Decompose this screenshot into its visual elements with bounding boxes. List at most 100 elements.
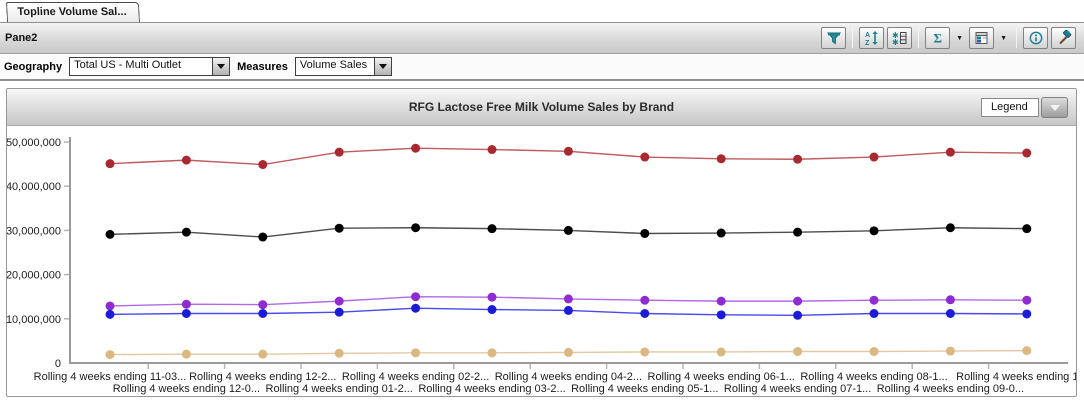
sort-button[interactable]: A Z <box>859 27 885 49</box>
x-axis-label: Rolling 4 weeks ending 01-2... <box>266 383 413 395</box>
filter-button[interactable] <box>821 27 847 49</box>
data-point-brand-tan[interactable] <box>411 348 421 358</box>
legend-selector[interactable]: Legend <box>981 98 1039 117</box>
svg-text:Z: Z <box>865 40 870 46</box>
data-point-brand-purple[interactable] <box>105 301 115 311</box>
geography-dropdown-button[interactable] <box>212 58 230 75</box>
x-axis-label: Rolling 4 weeks ending 09-0... <box>877 383 1024 395</box>
data-point-brand-purple[interactable] <box>563 294 573 304</box>
data-point-brand-purple[interactable] <box>945 295 955 305</box>
data-point-brand-dark-red[interactable] <box>334 147 344 157</box>
data-point-brand-black[interactable] <box>640 228 650 238</box>
data-point-brand-purple[interactable] <box>258 300 268 310</box>
chart-panel-header: RFG Lactose Free Milk Volume Sales by Br… <box>7 89 1076 126</box>
data-point-brand-tan[interactable] <box>563 347 573 357</box>
data-point-brand-tan[interactable] <box>258 349 268 359</box>
data-point-brand-purple[interactable] <box>411 292 421 302</box>
data-point-brand-blue[interactable] <box>716 310 726 320</box>
data-point-brand-black[interactable] <box>334 223 344 233</box>
data-point-brand-black[interactable] <box>945 223 955 233</box>
data-point-brand-dark-red[interactable] <box>1022 148 1032 158</box>
geography-dropdown[interactable]: Total US - Multi Outlet <box>69 57 231 76</box>
info-button[interactable] <box>1023 27 1048 49</box>
grid-dropdown-caret[interactable]: ▼ <box>1000 34 1007 42</box>
data-point-brand-dark-red[interactable] <box>181 155 191 165</box>
x-axis-label: Rolling 4 weeks ending 10-... <box>956 371 1076 383</box>
data-point-brand-dark-red[interactable] <box>258 160 268 170</box>
data-point-brand-blue[interactable] <box>563 305 573 315</box>
data-point-brand-purple[interactable] <box>181 299 191 309</box>
measures-dropdown-button[interactable] <box>373 58 391 75</box>
data-point-brand-tan[interactable] <box>716 347 726 357</box>
data-point-brand-black[interactable] <box>411 223 421 233</box>
data-point-brand-purple[interactable] <box>640 295 650 305</box>
legend-dropdown-button[interactable] <box>1041 97 1068 118</box>
design-tools-icon <box>1056 30 1072 46</box>
data-point-brand-tan[interactable] <box>869 347 879 357</box>
data-point-brand-black[interactable] <box>716 228 726 238</box>
data-point-brand-dark-red[interactable] <box>105 159 115 169</box>
data-point-brand-tan[interactable] <box>334 348 344 358</box>
data-point-brand-tan[interactable] <box>793 347 803 357</box>
data-point-brand-dark-red[interactable] <box>411 143 421 153</box>
data-point-brand-blue[interactable] <box>1022 309 1032 319</box>
data-point-brand-purple[interactable] <box>716 296 726 306</box>
sigma-dropdown-caret[interactable]: ▼ <box>956 34 964 42</box>
data-point-brand-dark-red[interactable] <box>487 145 497 155</box>
data-point-brand-dark-red[interactable] <box>640 152 650 162</box>
data-point-brand-tan[interactable] <box>945 346 955 356</box>
data-point-brand-dark-red[interactable] <box>563 146 573 156</box>
data-point-brand-black[interactable] <box>869 226 879 236</box>
measures-dropdown[interactable]: Volume Sales <box>294 57 392 76</box>
pane-toolbar: A Z ✱ ✱ <box>821 27 1084 49</box>
data-point-brand-dark-red[interactable] <box>869 152 879 162</box>
data-point-brand-blue[interactable] <box>640 308 650 318</box>
data-point-brand-tan[interactable] <box>640 347 650 357</box>
measures-value: Volume Sales <box>299 59 368 71</box>
legend-control: Legend <box>981 97 1068 118</box>
data-point-brand-purple[interactable] <box>334 296 344 306</box>
data-point-brand-blue[interactable] <box>258 308 268 318</box>
data-point-brand-blue[interactable] <box>105 309 115 319</box>
data-point-brand-purple[interactable] <box>869 295 879 305</box>
layout-grid-button[interactable] <box>969 27 995 49</box>
data-point-brand-tan[interactable] <box>105 350 115 360</box>
data-point-brand-black[interactable] <box>1022 224 1032 234</box>
data-point-brand-blue[interactable] <box>945 308 955 318</box>
data-point-brand-tan[interactable] <box>487 348 497 358</box>
data-point-brand-blue[interactable] <box>181 308 191 318</box>
y-axis-label: 50,000,000 <box>7 137 61 149</box>
data-point-brand-blue[interactable] <box>411 303 421 313</box>
y-axis-label: 30,000,000 <box>7 225 61 237</box>
measures-label: Measures <box>237 60 288 73</box>
x-axis-label: Rolling 4 weeks ending 06-1... <box>648 371 795 383</box>
data-point-brand-dark-red[interactable] <box>793 154 803 164</box>
data-point-brand-blue[interactable] <box>793 310 803 320</box>
data-point-brand-black[interactable] <box>563 225 573 235</box>
data-point-brand-tan[interactable] <box>181 349 191 359</box>
data-point-brand-black[interactable] <box>793 227 803 237</box>
data-point-brand-purple[interactable] <box>487 292 497 302</box>
tab-label: Topline Volume Sal... <box>17 6 127 18</box>
tab-topline-volume-sales[interactable]: Topline Volume Sal... <box>5 2 141 22</box>
data-point-brand-black[interactable] <box>105 229 115 239</box>
data-point-brand-blue[interactable] <box>334 307 344 317</box>
data-point-brand-blue[interactable] <box>487 305 497 315</box>
data-point-brand-black[interactable] <box>258 232 268 242</box>
data-point-brand-tan[interactable] <box>1022 346 1032 356</box>
data-point-brand-purple[interactable] <box>793 296 803 306</box>
toolbar-separator <box>1016 28 1017 48</box>
sort-az-icon: A Z <box>864 30 880 46</box>
data-point-brand-blue[interactable] <box>869 308 879 318</box>
volume-sales-line-chart[interactable]: 0 10,000,000 20,000,000 30,000,000 40,000,00… <box>7 127 1076 397</box>
select-list-icon: ✱ ✱ <box>892 30 908 46</box>
aggregate-sigma-button[interactable]: Σ <box>925 27 951 49</box>
data-point-brand-dark-red[interactable] <box>945 147 955 157</box>
data-point-brand-purple[interactable] <box>1022 295 1032 305</box>
design-tools-button[interactable] <box>1051 27 1076 49</box>
select-items-button[interactable]: ✱ ✱ <box>887 27 913 49</box>
data-point-brand-black[interactable] <box>181 227 191 237</box>
y-axis-label: 10,000,000 <box>7 314 61 326</box>
data-point-brand-black[interactable] <box>487 224 497 234</box>
data-point-brand-dark-red[interactable] <box>716 154 726 164</box>
